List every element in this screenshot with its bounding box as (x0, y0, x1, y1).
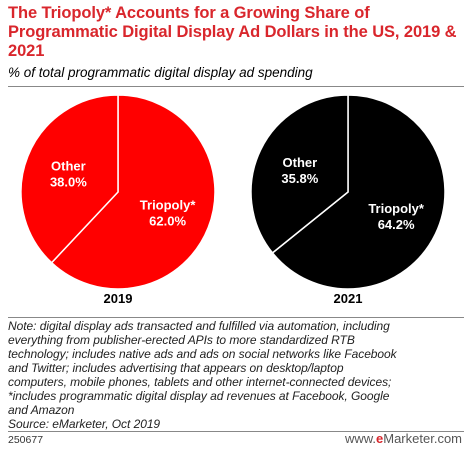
header-divider (8, 86, 464, 87)
chart-title: The Triopoly* Accounts for a Growing Sha… (8, 4, 457, 60)
note-line: and Amazon (8, 403, 75, 417)
note-line: and Twitter; includes advertising that a… (8, 361, 344, 375)
pie-charts: Triopoly*62.0%Other38.0%2019Triopoly*64.… (20, 94, 446, 306)
pie-slice-triopoly-2021 (271, 94, 446, 290)
pie-slice-other-2021 (250, 94, 349, 254)
note-divider (8, 317, 464, 318)
slice-label: Other (51, 158, 86, 173)
slice-label: Other (283, 155, 318, 170)
note-line: *includes programmatic digital display a… (8, 389, 390, 403)
chart-subtitle: % of total programmatic digital display … (8, 65, 313, 80)
source-line: Source: eMarketer, Oct 2019 (8, 417, 161, 431)
note-line: technology; includes native ads and ads … (8, 347, 397, 361)
pie-slice-other-2019 (20, 94, 119, 264)
chart-id: 250677 (8, 434, 44, 446)
emarketer-logo: www.eMarketer.com (344, 431, 462, 446)
slice-value-label: 62.0% (149, 214, 186, 229)
pie-slice-triopoly-2019 (50, 94, 216, 290)
pie-year-label: 2019 (104, 291, 133, 306)
slice-value-label: 64.2% (378, 217, 415, 232)
note-line: computers, mobile phones, tablets and ot… (8, 375, 392, 389)
footer-divider (8, 431, 464, 432)
note-line: Note: digital display ads transacted and… (8, 319, 390, 333)
note-line: everything from publisher-erected APIs t… (8, 333, 355, 347)
slice-value-label: 38.0% (50, 174, 87, 189)
slice-value-label: 35.8% (281, 171, 318, 186)
pie-year-label: 2021 (334, 291, 363, 306)
chart-note: Note: digital display ads transacted and… (8, 319, 466, 431)
slice-label: Triopoly* (368, 201, 425, 216)
slice-label: Triopoly* (140, 198, 197, 213)
